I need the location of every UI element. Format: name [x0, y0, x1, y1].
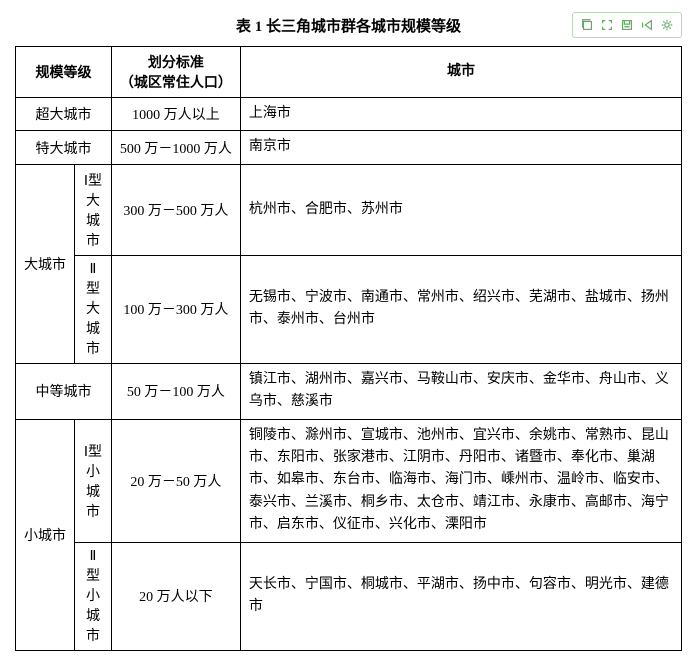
- cell-cities: 南京市: [240, 131, 681, 164]
- cell-cities: 杭州市、合肥市、苏州市: [240, 164, 681, 255]
- cell-level: 特大城市: [16, 131, 112, 164]
- toolbar: [572, 12, 682, 38]
- cell-cities: 天长市、宁国市、桐城市、平湖市、扬中市、句容市、明光市、建德市: [240, 542, 681, 650]
- table-row: Ⅱ型 小城市 20 万人以下 天长市、宁国市、桐城市、平湖市、扬中市、句容市、明…: [16, 542, 682, 650]
- cell-standard: 500 万－1000 万人: [111, 131, 240, 164]
- header-cities: 城市: [240, 47, 681, 98]
- table-row: 超大城市 1000 万人以上 上海市: [16, 98, 682, 131]
- cell-cities: 铜陵市、滁州市、宣城市、池州市、宜兴市、余姚市、常熟市、昆山市、东阳市、张家港市…: [240, 419, 681, 542]
- cell-standard: 50 万－100 万人: [111, 363, 240, 419]
- save-icon[interactable]: [618, 16, 636, 34]
- cell-level: 中等城市: [16, 363, 112, 419]
- header-standard: 划分标准 （城区常住人口）: [111, 47, 240, 98]
- cell-level: 小城市: [16, 419, 75, 650]
- table-row: 中等城市 50 万－100 万人 镇江市、湖州市、嘉兴市、马鞍山市、安庆市、金华…: [16, 363, 682, 419]
- cell-sublevel: Ⅱ型 小城市: [75, 542, 112, 650]
- settings-icon[interactable]: [658, 16, 676, 34]
- expand-icon[interactable]: [598, 16, 616, 34]
- table-row: 大城市 Ⅰ型 大城市 300 万－500 万人 杭州市、合肥市、苏州市: [16, 164, 682, 255]
- cell-cities: 镇江市、湖州市、嘉兴市、马鞍山市、安庆市、金华市、舟山市、义乌市、慈溪市: [240, 363, 681, 419]
- table-row: 小城市 Ⅰ型 小城市 20 万－50 万人 铜陵市、滁州市、宣城市、池州市、宜兴…: [16, 419, 682, 542]
- cell-standard: 1000 万人以上: [111, 98, 240, 131]
- cell-sublevel: Ⅰ型 大城市: [75, 164, 112, 255]
- table-row: 特大城市 500 万－1000 万人 南京市: [16, 131, 682, 164]
- share-icon[interactable]: [638, 16, 656, 34]
- cell-cities: 无锡市、宁波市、南通市、常州市、绍兴市、芜湖市、盐城市、扬州市、泰州市、台州市: [240, 255, 681, 363]
- cell-standard: 300 万－500 万人: [111, 164, 240, 255]
- header-level: 规模等级: [16, 47, 112, 98]
- table-title: 表 1 长三角城市群各城市规模等级: [236, 15, 461, 36]
- cell-level: 大城市: [16, 164, 75, 363]
- cell-level: 超大城市: [16, 98, 112, 131]
- cell-cities: 上海市: [240, 98, 681, 131]
- cell-sublevel: Ⅱ型 大城市: [75, 255, 112, 363]
- cell-standard: 100 万－300 万人: [111, 255, 240, 363]
- table-row: Ⅱ型 大城市 100 万－300 万人 无锡市、宁波市、南通市、常州市、绍兴市、…: [16, 255, 682, 363]
- copy-icon[interactable]: [578, 16, 596, 34]
- cell-sublevel: Ⅰ型 小城市: [75, 419, 112, 542]
- city-scale-table: 规模等级 划分标准 （城区常住人口） 城市 超大城市 1000 万人以上 上海市…: [15, 46, 682, 651]
- cell-standard: 20 万人以下: [111, 542, 240, 650]
- cell-standard: 20 万－50 万人: [111, 419, 240, 542]
